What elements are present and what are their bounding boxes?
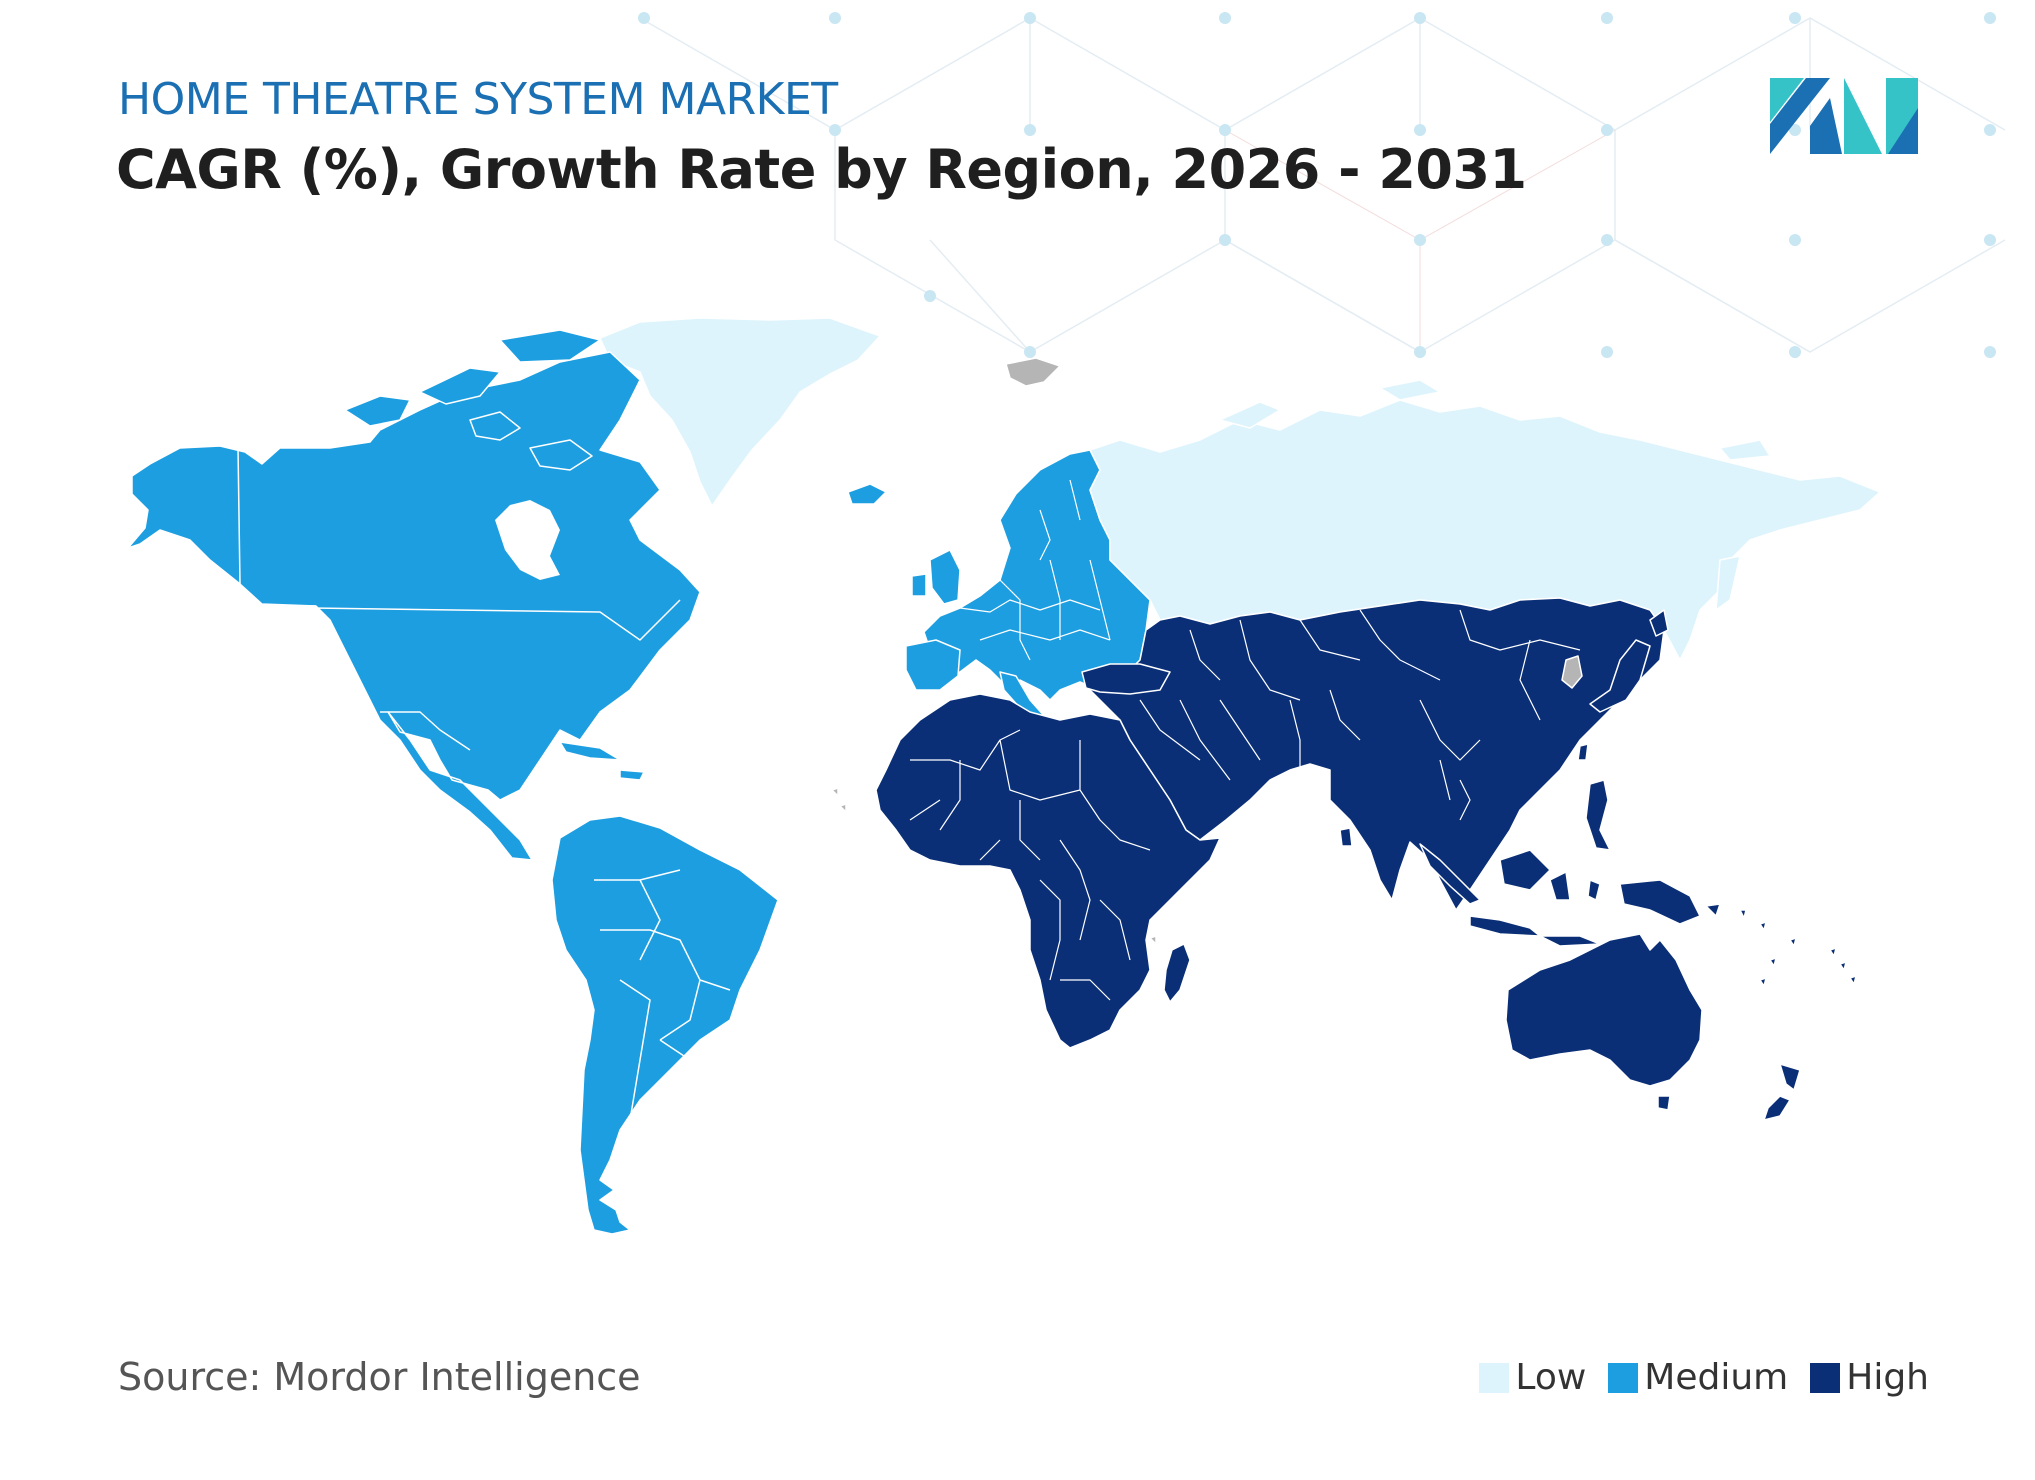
region-south-america — [551, 815, 779, 1235]
mordor-intelligence-logo — [1770, 78, 1918, 154]
legend-item-medium: Medium — [1608, 1357, 1788, 1398]
legend-item-low: Low — [1479, 1357, 1586, 1398]
legend-label-high: High — [1846, 1357, 1929, 1398]
legend-swatch-high — [1810, 1362, 1841, 1393]
legend-label-low: Low — [1515, 1357, 1587, 1398]
region-australia — [1505, 933, 1703, 1087]
chart-subtitle: HOME THEATRE SYSTEM MARKET — [118, 74, 838, 125]
region-greenland — [599, 317, 881, 507]
region-africa — [875, 693, 1221, 1049]
legend-swatch-medium — [1608, 1362, 1639, 1393]
chart-title: CAGR (%), Growth Rate by Region, 2026 - … — [116, 138, 1527, 201]
legend-label-medium: Medium — [1644, 1357, 1789, 1398]
source-note: Source: Mordor Intelligence — [118, 1355, 641, 1399]
legend-item-high: High — [1810, 1357, 1929, 1398]
region-north-america — [127, 351, 701, 861]
map-legend: Low Medium High — [1457, 1357, 1929, 1398]
legend-swatch-low — [1479, 1362, 1510, 1393]
